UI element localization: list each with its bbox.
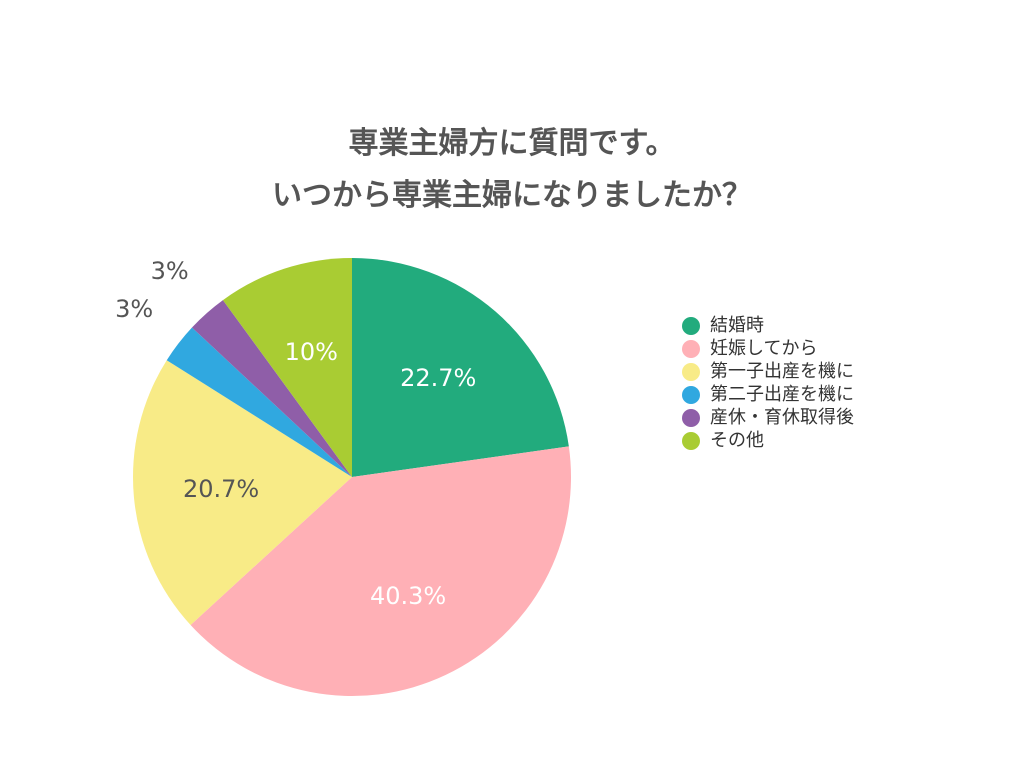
pie-data-label-5: 3% [151, 257, 189, 285]
legend-swatch [682, 408, 700, 427]
legend-label: 第二子出産を機に [710, 384, 854, 405]
legend-item-5: 産休・育休取得後 [682, 406, 854, 429]
legend-label: 妊娠してから [710, 338, 818, 359]
legend-item-3: 第一子出産を機に [682, 360, 854, 383]
legend-swatch [682, 431, 700, 450]
legend-label: 結婚時 [710, 315, 764, 336]
legend-label: 第一子出産を機に [710, 361, 854, 382]
pie-slice-3 [133, 360, 352, 625]
pie-slice-1 [352, 258, 569, 477]
pie-data-label-3: 20.7% [183, 475, 259, 503]
legend-item-1: 結婚時 [682, 314, 854, 337]
chart-title: 専業主婦方に質問です。 いつから専業主婦になりましたか？ [0, 118, 1024, 222]
pie-data-label-2: 40.3% [370, 582, 446, 610]
legend-item-4: 第二子出産を機に [682, 383, 854, 406]
legend-label: その他 [710, 430, 764, 451]
chart-legend: 結婚時 妊娠してから 第一子出産を機に 第二子出産を機に 産休・育休取得後 その他 [682, 314, 854, 452]
pie-data-label-6: 10% [285, 338, 338, 366]
pie-slice-2 [190, 446, 571, 696]
pie-slice-4 [166, 327, 352, 477]
legend-swatch [682, 339, 700, 358]
pie-slice-6 [222, 258, 352, 477]
chart-title-line-1: 専業主婦方に質問です。 [348, 126, 676, 161]
pie-data-label-4: 3% [115, 295, 153, 323]
legend-swatch [682, 362, 700, 381]
pie-data-label-1: 22.7% [400, 364, 476, 392]
legend-label: 産休・育休取得後 [710, 407, 854, 428]
chart-title-line-2: いつから専業主婦になりましたか？ [272, 178, 752, 213]
legend-item-6: その他 [682, 429, 854, 452]
legend-swatch [682, 385, 700, 404]
pie-slice-5 [191, 300, 352, 477]
legend-swatch [682, 316, 700, 335]
legend-item-2: 妊娠してから [682, 337, 854, 360]
